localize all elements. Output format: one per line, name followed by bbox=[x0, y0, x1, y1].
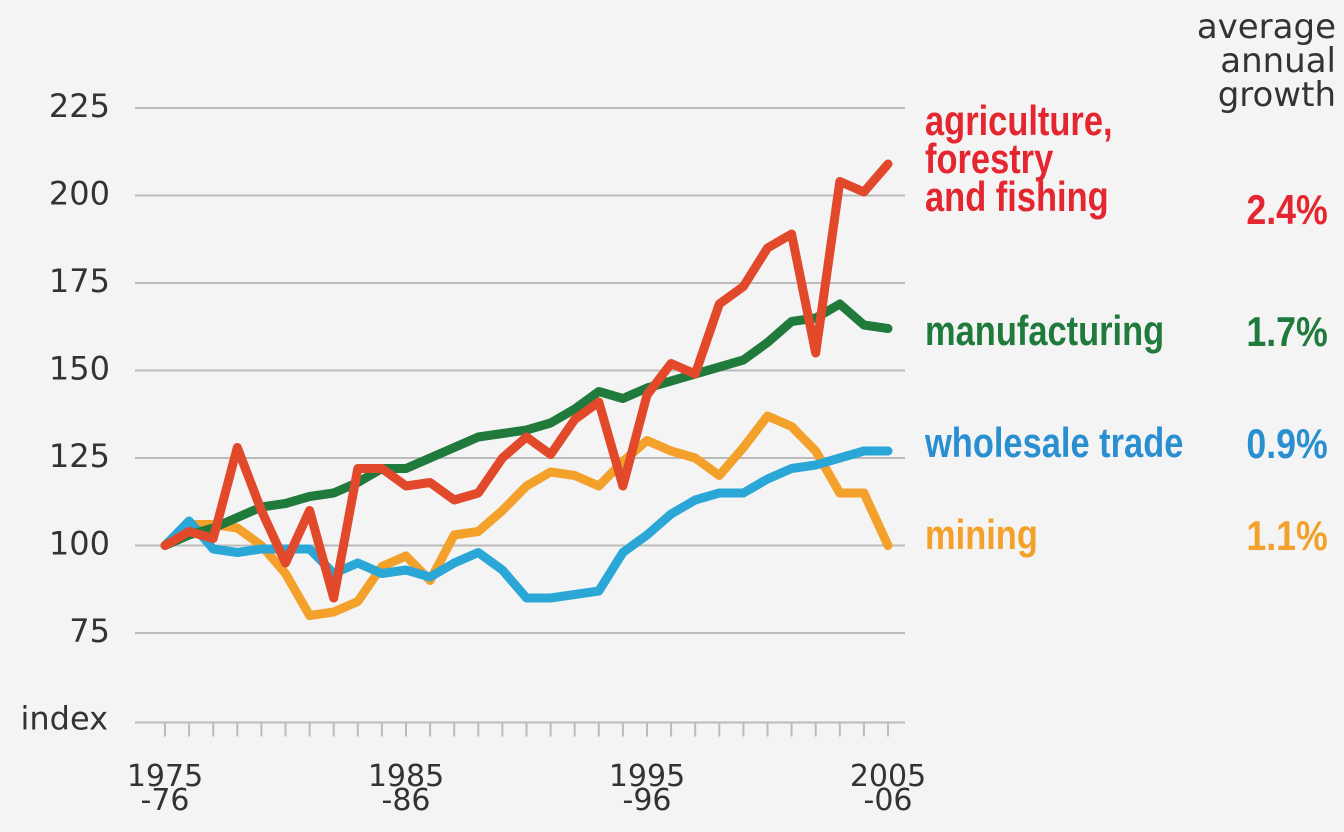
series-line bbox=[160, 159, 893, 603]
growth-label: 1.7% bbox=[1246, 308, 1328, 355]
growth-label: 0.9% bbox=[1246, 420, 1328, 467]
y-tick-label: 100 bbox=[49, 525, 110, 563]
y-tick-label: 200 bbox=[49, 175, 110, 213]
x-tick-label: 1975 -76 bbox=[126, 758, 204, 818]
legend-label: manufacturing bbox=[925, 307, 1165, 354]
x-tick-label: 2005 -06 bbox=[849, 758, 927, 818]
growth-label: 2.4% bbox=[1246, 186, 1328, 233]
series-line bbox=[160, 446, 893, 603]
y-axis-label: index bbox=[20, 700, 108, 738]
series-line bbox=[160, 411, 893, 620]
growth-label: 1.1% bbox=[1246, 512, 1328, 559]
legend-label: wholesale trade bbox=[925, 419, 1184, 466]
legend-label: agriculture, forestry and fishing bbox=[925, 97, 1113, 220]
x-tick-label: 1995 -96 bbox=[608, 758, 686, 818]
legend-label: mining bbox=[925, 511, 1038, 558]
x-tick-label: 1985 -86 bbox=[367, 758, 445, 818]
growth-header: average annual growth bbox=[1196, 7, 1336, 115]
y-tick-label: 175 bbox=[49, 262, 110, 300]
y-tick-label: 125 bbox=[49, 437, 110, 475]
series-line bbox=[160, 299, 893, 550]
y-tick-label: 225 bbox=[49, 87, 110, 125]
y-tick-label: 75 bbox=[69, 612, 110, 650]
y-tick-label: 150 bbox=[49, 350, 110, 388]
